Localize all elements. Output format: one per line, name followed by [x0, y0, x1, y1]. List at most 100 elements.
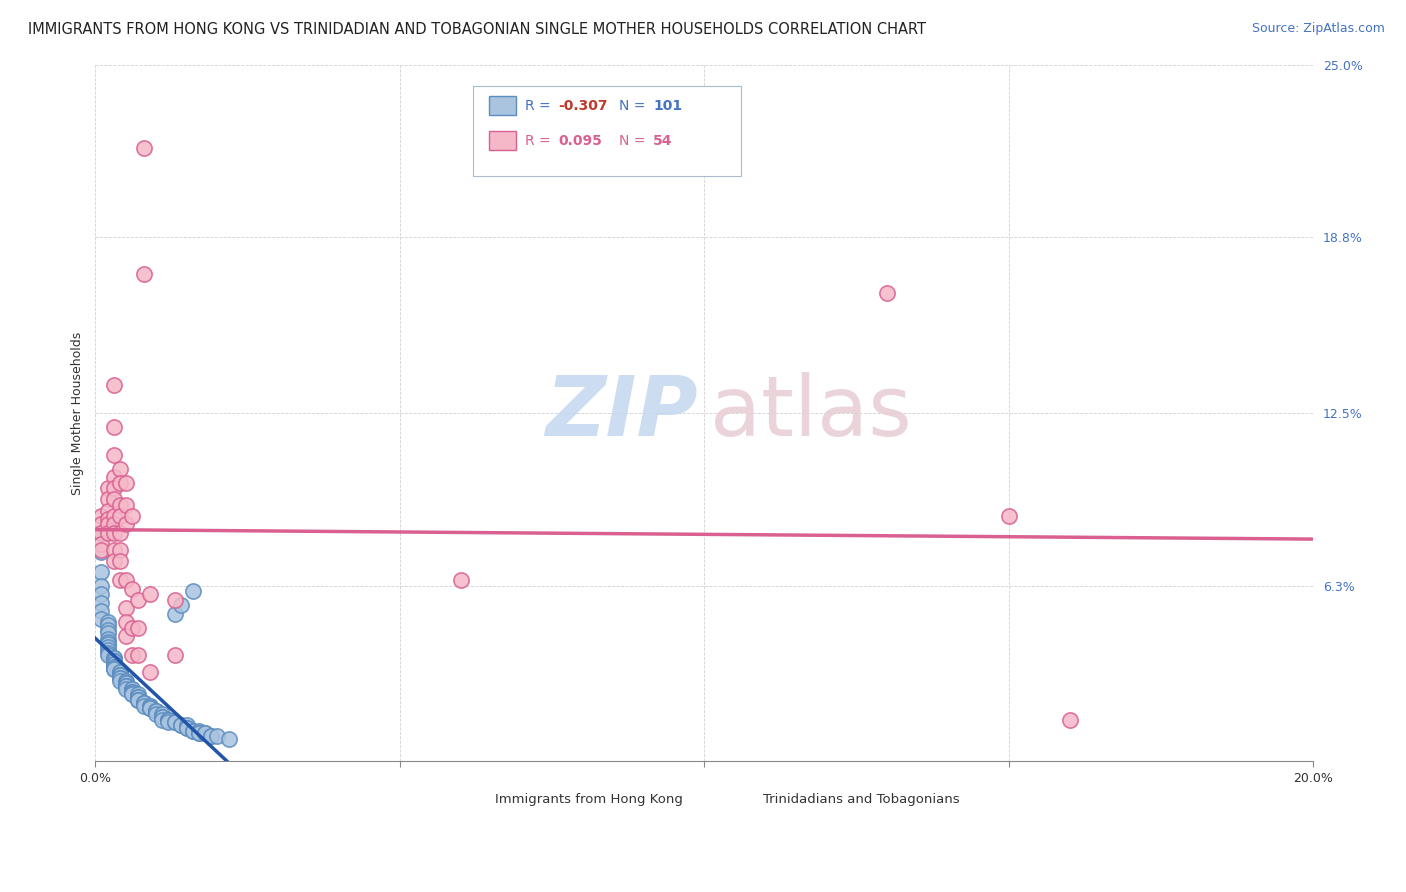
Point [96, 646, 118, 660]
Point [163, 592, 186, 607]
Text: R =: R = [526, 134, 560, 147]
Point [176, 721, 198, 735]
Point [90, 537, 112, 551]
Point [1059, 713, 1081, 727]
Point [114, 629, 136, 643]
Point [218, 732, 240, 747]
Point [103, 517, 125, 532]
Point [114, 676, 136, 690]
Point [157, 715, 180, 730]
Point [176, 718, 198, 732]
Point [108, 668, 131, 682]
Point [103, 659, 125, 673]
Point [108, 525, 131, 540]
Point [108, 461, 131, 475]
Point [103, 448, 125, 462]
Point [108, 509, 131, 524]
FancyBboxPatch shape [472, 86, 741, 176]
Point [103, 651, 125, 665]
Point [194, 726, 217, 740]
Point [108, 668, 131, 682]
Point [103, 662, 125, 676]
Point [145, 704, 167, 718]
Point [114, 676, 136, 690]
Point [163, 715, 186, 730]
Point [150, 713, 173, 727]
Point [108, 542, 131, 557]
Point [90, 525, 112, 540]
Point [121, 684, 143, 698]
Point [157, 713, 180, 727]
Point [96, 643, 118, 657]
Point [96, 634, 118, 648]
Text: N =: N = [619, 99, 650, 112]
Point [132, 696, 155, 710]
Point [90, 604, 112, 618]
Point [96, 624, 118, 638]
Text: atlas: atlas [710, 373, 912, 453]
Text: R =: R = [526, 99, 555, 112]
Point [103, 662, 125, 676]
Text: Immigrants from Hong Kong: Immigrants from Hong Kong [495, 793, 683, 806]
Point [114, 679, 136, 693]
Point [121, 509, 143, 524]
Point [96, 492, 118, 507]
Point [96, 648, 118, 663]
Point [139, 587, 162, 601]
Point [169, 718, 191, 732]
Point [157, 713, 180, 727]
Point [103, 659, 125, 673]
Point [96, 525, 118, 540]
Point [114, 676, 136, 690]
Point [127, 693, 149, 707]
Point [127, 693, 149, 707]
Point [127, 592, 149, 607]
Point [103, 654, 125, 668]
Point [121, 688, 143, 702]
Point [103, 470, 125, 484]
Bar [461, 789, 488, 810]
Point [139, 665, 162, 680]
Point [90, 612, 112, 626]
Point [90, 517, 112, 532]
Point [139, 698, 162, 713]
Point [127, 690, 149, 705]
Point [103, 481, 125, 495]
Text: IMMIGRANTS FROM HONG KONG VS TRINIDADIAN AND TOBAGONIAN SINGLE MOTHER HOUSEHOLDS: IMMIGRANTS FROM HONG KONG VS TRINIDADIAN… [28, 22, 927, 37]
Point [114, 601, 136, 615]
Point [108, 665, 131, 680]
Point [108, 498, 131, 512]
Point [145, 706, 167, 721]
Point [103, 525, 125, 540]
Point [90, 525, 112, 540]
Point [145, 704, 167, 718]
Point [96, 640, 118, 654]
Point [163, 607, 186, 621]
Point [132, 267, 155, 281]
Point [114, 681, 136, 696]
Point [450, 573, 472, 587]
Point [121, 681, 143, 696]
Point [96, 615, 118, 629]
Point [121, 688, 143, 702]
Point [132, 696, 155, 710]
Point [90, 587, 112, 601]
Point [90, 545, 112, 559]
Point [108, 671, 131, 685]
Point [114, 498, 136, 512]
Text: 0.095: 0.095 [558, 134, 602, 147]
Point [150, 710, 173, 724]
Point [150, 706, 173, 721]
Point [96, 637, 118, 651]
Point [163, 648, 186, 663]
Point [108, 668, 131, 682]
Point [127, 690, 149, 705]
Point [132, 698, 155, 713]
Point [114, 615, 136, 629]
Point [132, 141, 155, 155]
Point [96, 503, 118, 517]
Point [997, 509, 1019, 524]
Point [163, 715, 186, 730]
Point [181, 584, 204, 599]
Point [103, 657, 125, 671]
